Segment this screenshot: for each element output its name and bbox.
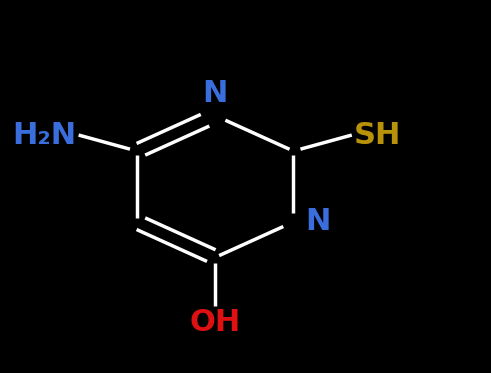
Text: H₂N: H₂N [12,120,76,150]
Text: N: N [305,207,331,236]
Text: SH: SH [354,120,402,150]
Text: OH: OH [190,308,241,337]
Text: N: N [202,79,228,108]
